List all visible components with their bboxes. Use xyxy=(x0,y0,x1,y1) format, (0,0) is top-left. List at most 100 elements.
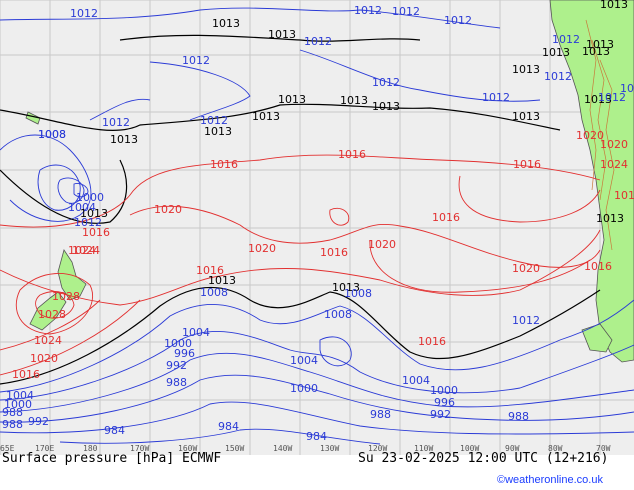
isobar-label: 1016 xyxy=(82,226,110,239)
lat-lon-grid xyxy=(0,0,634,455)
isobar-label: 1024 xyxy=(34,334,62,347)
isobar-line xyxy=(0,299,634,393)
isobar-label: 988 xyxy=(370,408,391,421)
isobar-label: 1004 xyxy=(290,354,318,367)
longitude-tick-label: 65E xyxy=(0,444,15,453)
isobar-label: 1012 xyxy=(620,82,634,95)
isobar-label: 1008 xyxy=(38,128,66,141)
isobar-line xyxy=(369,239,591,293)
longitude-tick-label: 150W xyxy=(225,444,244,453)
isobar-label: 1004 xyxy=(402,374,430,387)
isobar-line xyxy=(0,299,101,351)
andes-relief-contour xyxy=(599,59,615,251)
isobar-line xyxy=(299,49,541,102)
isobar-label: 1000 xyxy=(4,398,32,411)
isobar-label: 1012 xyxy=(482,91,510,104)
isobar-label: 1013 xyxy=(340,94,368,107)
isobar-line xyxy=(0,159,128,224)
isobar-label: 1013 xyxy=(252,110,280,123)
isobar-label: 1000 xyxy=(76,191,104,204)
isobar-label: 1020 xyxy=(248,242,276,255)
isobar-label: 1016 xyxy=(196,264,224,277)
isobar-label: 1016 xyxy=(584,260,612,273)
longitude-tick-label: 140W xyxy=(273,444,292,453)
isobar-label: 1016 xyxy=(320,246,348,259)
isobar-label: 1012 xyxy=(354,4,382,17)
isobar-label: 1020 xyxy=(576,129,604,142)
isobar-label: 1016 xyxy=(338,148,366,161)
longitude-tick-label: 170W xyxy=(130,444,149,453)
isobar-line xyxy=(329,207,350,226)
isobar-label: 988 xyxy=(2,406,23,419)
isobar-label: 1024 xyxy=(68,244,96,257)
isobar-label: 1016 xyxy=(513,158,541,171)
new-caledonia xyxy=(25,111,41,125)
isobar-label: 992 xyxy=(166,359,187,372)
isobar-line xyxy=(0,401,634,435)
isobar-label: 1012 xyxy=(304,35,332,48)
isobar-label: 1013 xyxy=(512,63,540,76)
isobar-label: 1012 xyxy=(598,91,626,104)
isobar-label: 1000 xyxy=(164,337,192,350)
isobar-label: 1013 xyxy=(582,45,610,58)
isobar-label: 992 xyxy=(430,408,451,421)
credit-link[interactable]: ©weatheronline.co.uk xyxy=(497,474,603,486)
isobar-label: 1012 xyxy=(102,116,130,129)
isobar-label: 1012 xyxy=(444,14,472,27)
isobar-label: 1024 xyxy=(72,244,100,257)
map-valid-time: Su 23-02-2025 12:00 UTC (12+216) xyxy=(358,451,609,466)
isobar-lines xyxy=(0,7,634,445)
isobar-line xyxy=(119,34,421,42)
isobar-label: 1020 xyxy=(600,138,628,151)
longitude-tick-label: 80W xyxy=(548,444,563,453)
isobar-label: 1013 xyxy=(584,93,612,106)
isobar-line xyxy=(73,183,89,198)
isobar-label: 988 xyxy=(2,418,23,431)
isobar-label: 1013 xyxy=(204,125,232,138)
isobar-line xyxy=(0,7,501,29)
isobar-label: 1013 xyxy=(208,274,236,287)
isobar-line xyxy=(0,352,634,413)
isobar-line xyxy=(129,205,601,268)
isobar-label: 1008 xyxy=(200,286,228,299)
andes-relief-contour xyxy=(585,19,597,191)
isobar-line xyxy=(0,229,601,306)
isobar-label: 1004 xyxy=(68,201,96,214)
isobar-line xyxy=(0,103,561,131)
isobar-label: 1012 xyxy=(74,216,102,229)
isobar-line xyxy=(0,154,601,228)
isobar-label: 1012 xyxy=(552,33,580,46)
isobar-label: 1012 xyxy=(544,70,572,83)
isobar-line xyxy=(0,286,601,385)
isobar-label: 1013 xyxy=(80,207,108,220)
isobar-label: 1020 xyxy=(30,352,58,365)
isobar-label: 984 xyxy=(104,424,125,437)
isobar-label: 988 xyxy=(508,410,529,423)
isobar-label: 1012 xyxy=(70,7,98,20)
isobar-line xyxy=(458,175,601,223)
longitude-tick-label: 180 xyxy=(83,444,98,453)
isobar-label: 984 xyxy=(218,420,239,433)
isobar-label: 1028 xyxy=(38,308,66,321)
longitude-tick-label: 130W xyxy=(320,444,339,453)
isobar-label: 1008 xyxy=(344,287,372,300)
isobar-label: 1012 xyxy=(182,54,210,67)
nz-south-island xyxy=(29,291,67,331)
isobar-label: 1020 xyxy=(512,262,540,275)
isobar-line xyxy=(89,98,151,121)
south-america-land xyxy=(549,0,634,363)
isobar-label: 1013 xyxy=(268,28,296,41)
isobar-label: 1016 xyxy=(210,158,238,171)
isobar-label: 1016 xyxy=(614,189,634,202)
map-title: Surface pressure [hPa] ECMWF xyxy=(2,451,222,466)
isobar-line xyxy=(149,61,251,121)
isobar-label: 1013 xyxy=(212,17,240,30)
isobar-label: 1000 xyxy=(290,382,318,395)
isobar-line xyxy=(319,336,352,367)
isobar-label: 1013 xyxy=(332,281,360,294)
isobar-line xyxy=(0,134,92,222)
isobar-label: 1013 xyxy=(596,212,624,225)
longitude-tick-labels: 65E 170E 180 170W 160W 150W 140W 130W 120W 110W 10… xyxy=(0,444,611,453)
